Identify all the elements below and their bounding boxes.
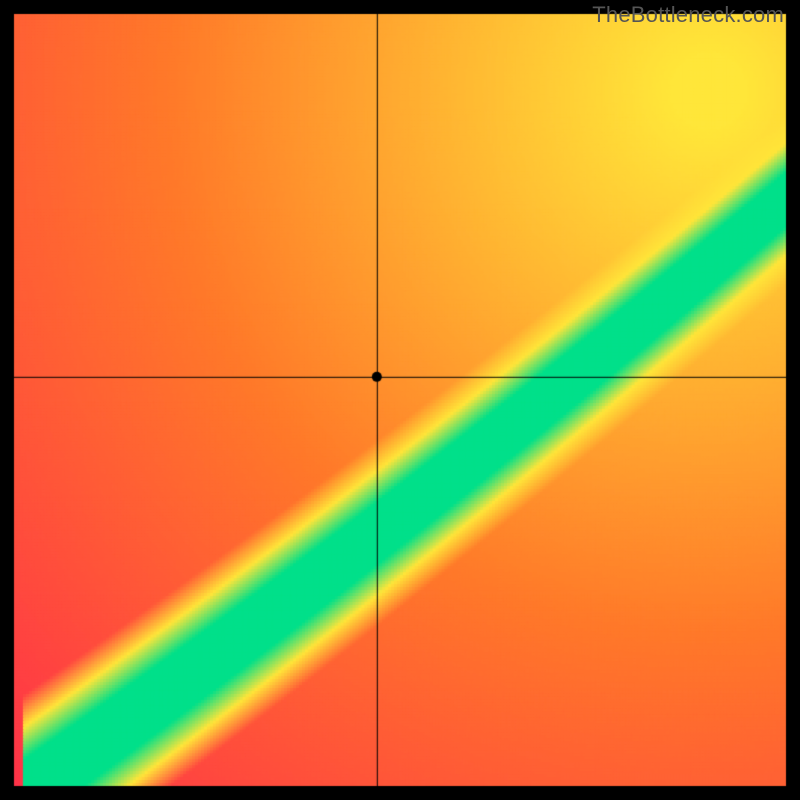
watermark-text: TheBottleneck.com [592, 2, 784, 28]
chart-container: TheBottleneck.com [0, 0, 800, 800]
bottleneck-heatmap [0, 0, 800, 800]
